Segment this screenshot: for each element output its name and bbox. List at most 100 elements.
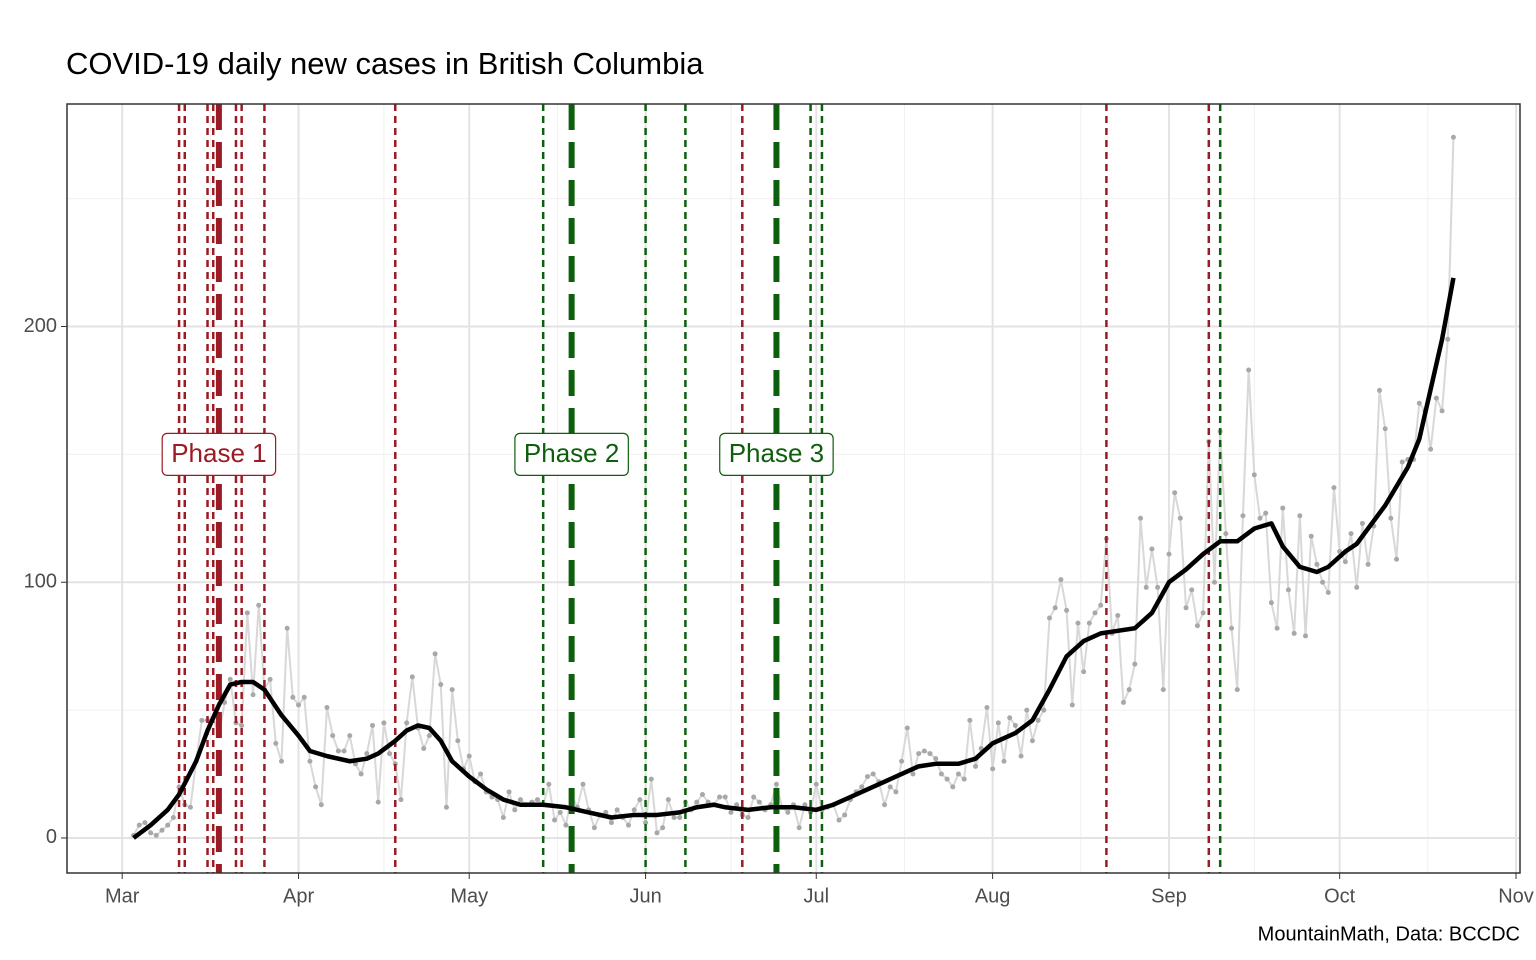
daily-point <box>1018 753 1024 759</box>
daily-point <box>187 804 193 810</box>
daily-point <box>1120 699 1126 705</box>
daily-point <box>1308 533 1314 539</box>
daily-point <box>409 674 415 680</box>
daily-point <box>557 809 563 815</box>
daily-point <box>614 807 620 813</box>
daily-point <box>1251 472 1257 478</box>
daily-point <box>626 822 632 828</box>
y-tick-label: 200 <box>24 315 57 337</box>
daily-point <box>1388 515 1394 521</box>
daily-point <box>950 784 956 790</box>
daily-point <box>1394 556 1400 562</box>
daily-point <box>1064 607 1070 613</box>
daily-point <box>1086 620 1092 626</box>
daily-point <box>381 720 387 726</box>
daily-point <box>580 781 586 787</box>
daily-point <box>438 682 444 688</box>
daily-point <box>734 802 740 808</box>
daily-point <box>244 610 250 616</box>
daily-point <box>1325 589 1331 595</box>
daily-point <box>842 812 848 818</box>
daily-point <box>1331 485 1337 491</box>
daily-point <box>1416 400 1422 406</box>
daily-point <box>927 751 933 757</box>
daily-point <box>296 702 302 708</box>
daily-point <box>608 820 614 826</box>
daily-point <box>1001 758 1007 764</box>
daily-point <box>796 825 802 831</box>
daily-point <box>654 830 660 836</box>
daily-point <box>1052 605 1058 611</box>
daily-point <box>1029 738 1035 744</box>
daily-point <box>677 815 683 821</box>
daily-point <box>148 830 154 836</box>
daily-point <box>882 802 888 808</box>
daily-point <box>699 791 705 797</box>
daily-point <box>694 799 700 805</box>
daily-point <box>967 717 973 723</box>
x-tick-label: Nov <box>1498 885 1534 907</box>
plot-border <box>66 103 1521 874</box>
daily-point <box>1211 579 1217 585</box>
daily-point <box>1126 687 1132 693</box>
x-tick-label: Sep <box>1151 885 1187 907</box>
phase-label-box <box>719 432 834 476</box>
daily-point <box>671 815 677 821</box>
daily-point <box>648 776 654 782</box>
daily-point <box>813 781 819 787</box>
daily-point <box>347 733 353 739</box>
phase-label: Phase 2 <box>514 432 629 476</box>
daily-point <box>165 822 171 828</box>
daily-point <box>506 789 512 795</box>
daily-point <box>893 789 899 795</box>
daily-point <box>1297 513 1303 519</box>
daily-point <box>990 766 996 772</box>
daily-point <box>512 807 518 813</box>
daily-point <box>1166 551 1172 557</box>
daily-point <box>324 705 330 711</box>
daily-point <box>455 738 461 744</box>
daily-point <box>887 784 893 790</box>
daily-point <box>1257 515 1263 521</box>
daily-point <box>1098 602 1104 608</box>
daily-point <box>307 758 313 764</box>
daily-point <box>1382 426 1388 432</box>
daily-point <box>1075 620 1081 626</box>
daily-point <box>1428 446 1434 452</box>
daily-point <box>1149 546 1155 552</box>
daily-point <box>1035 717 1041 723</box>
daily-point <box>921 748 927 754</box>
daily-point <box>756 799 762 805</box>
phase-label-text: Phase 2 <box>524 438 619 468</box>
daily-point <box>170 815 176 821</box>
daily-point <box>267 676 273 682</box>
phase-label-box <box>514 432 629 476</box>
daily-point <box>546 781 552 787</box>
daily-point <box>398 797 404 803</box>
daily-point <box>330 733 336 739</box>
daily-point <box>722 794 728 800</box>
daily-point <box>995 720 1001 726</box>
daily-point <box>1058 577 1064 583</box>
phase-label-text: Phase 3 <box>729 438 824 468</box>
daily-point <box>933 756 939 762</box>
daily-point <box>250 692 256 698</box>
daily-point <box>313 784 319 790</box>
x-tick-label: Oct <box>1324 885 1356 907</box>
daily-point <box>631 807 637 813</box>
caption: MountainMath, Data: BCCDC <box>1258 923 1520 945</box>
daily-point <box>1439 408 1445 414</box>
daily-point <box>478 771 484 777</box>
daily-point <box>944 776 950 782</box>
y-tick-label: 100 <box>24 571 57 593</box>
daily-point <box>745 815 751 821</box>
phase-label-text: Phase 1 <box>171 438 266 468</box>
daily-point <box>665 797 671 803</box>
daily-point <box>1291 630 1297 636</box>
daily-point <box>1223 531 1229 537</box>
daily-point <box>1240 513 1246 519</box>
daily-point <box>973 763 979 769</box>
daily-point <box>1189 587 1195 593</box>
chart-title: COVID-19 daily new cases in British Colu… <box>66 46 704 81</box>
